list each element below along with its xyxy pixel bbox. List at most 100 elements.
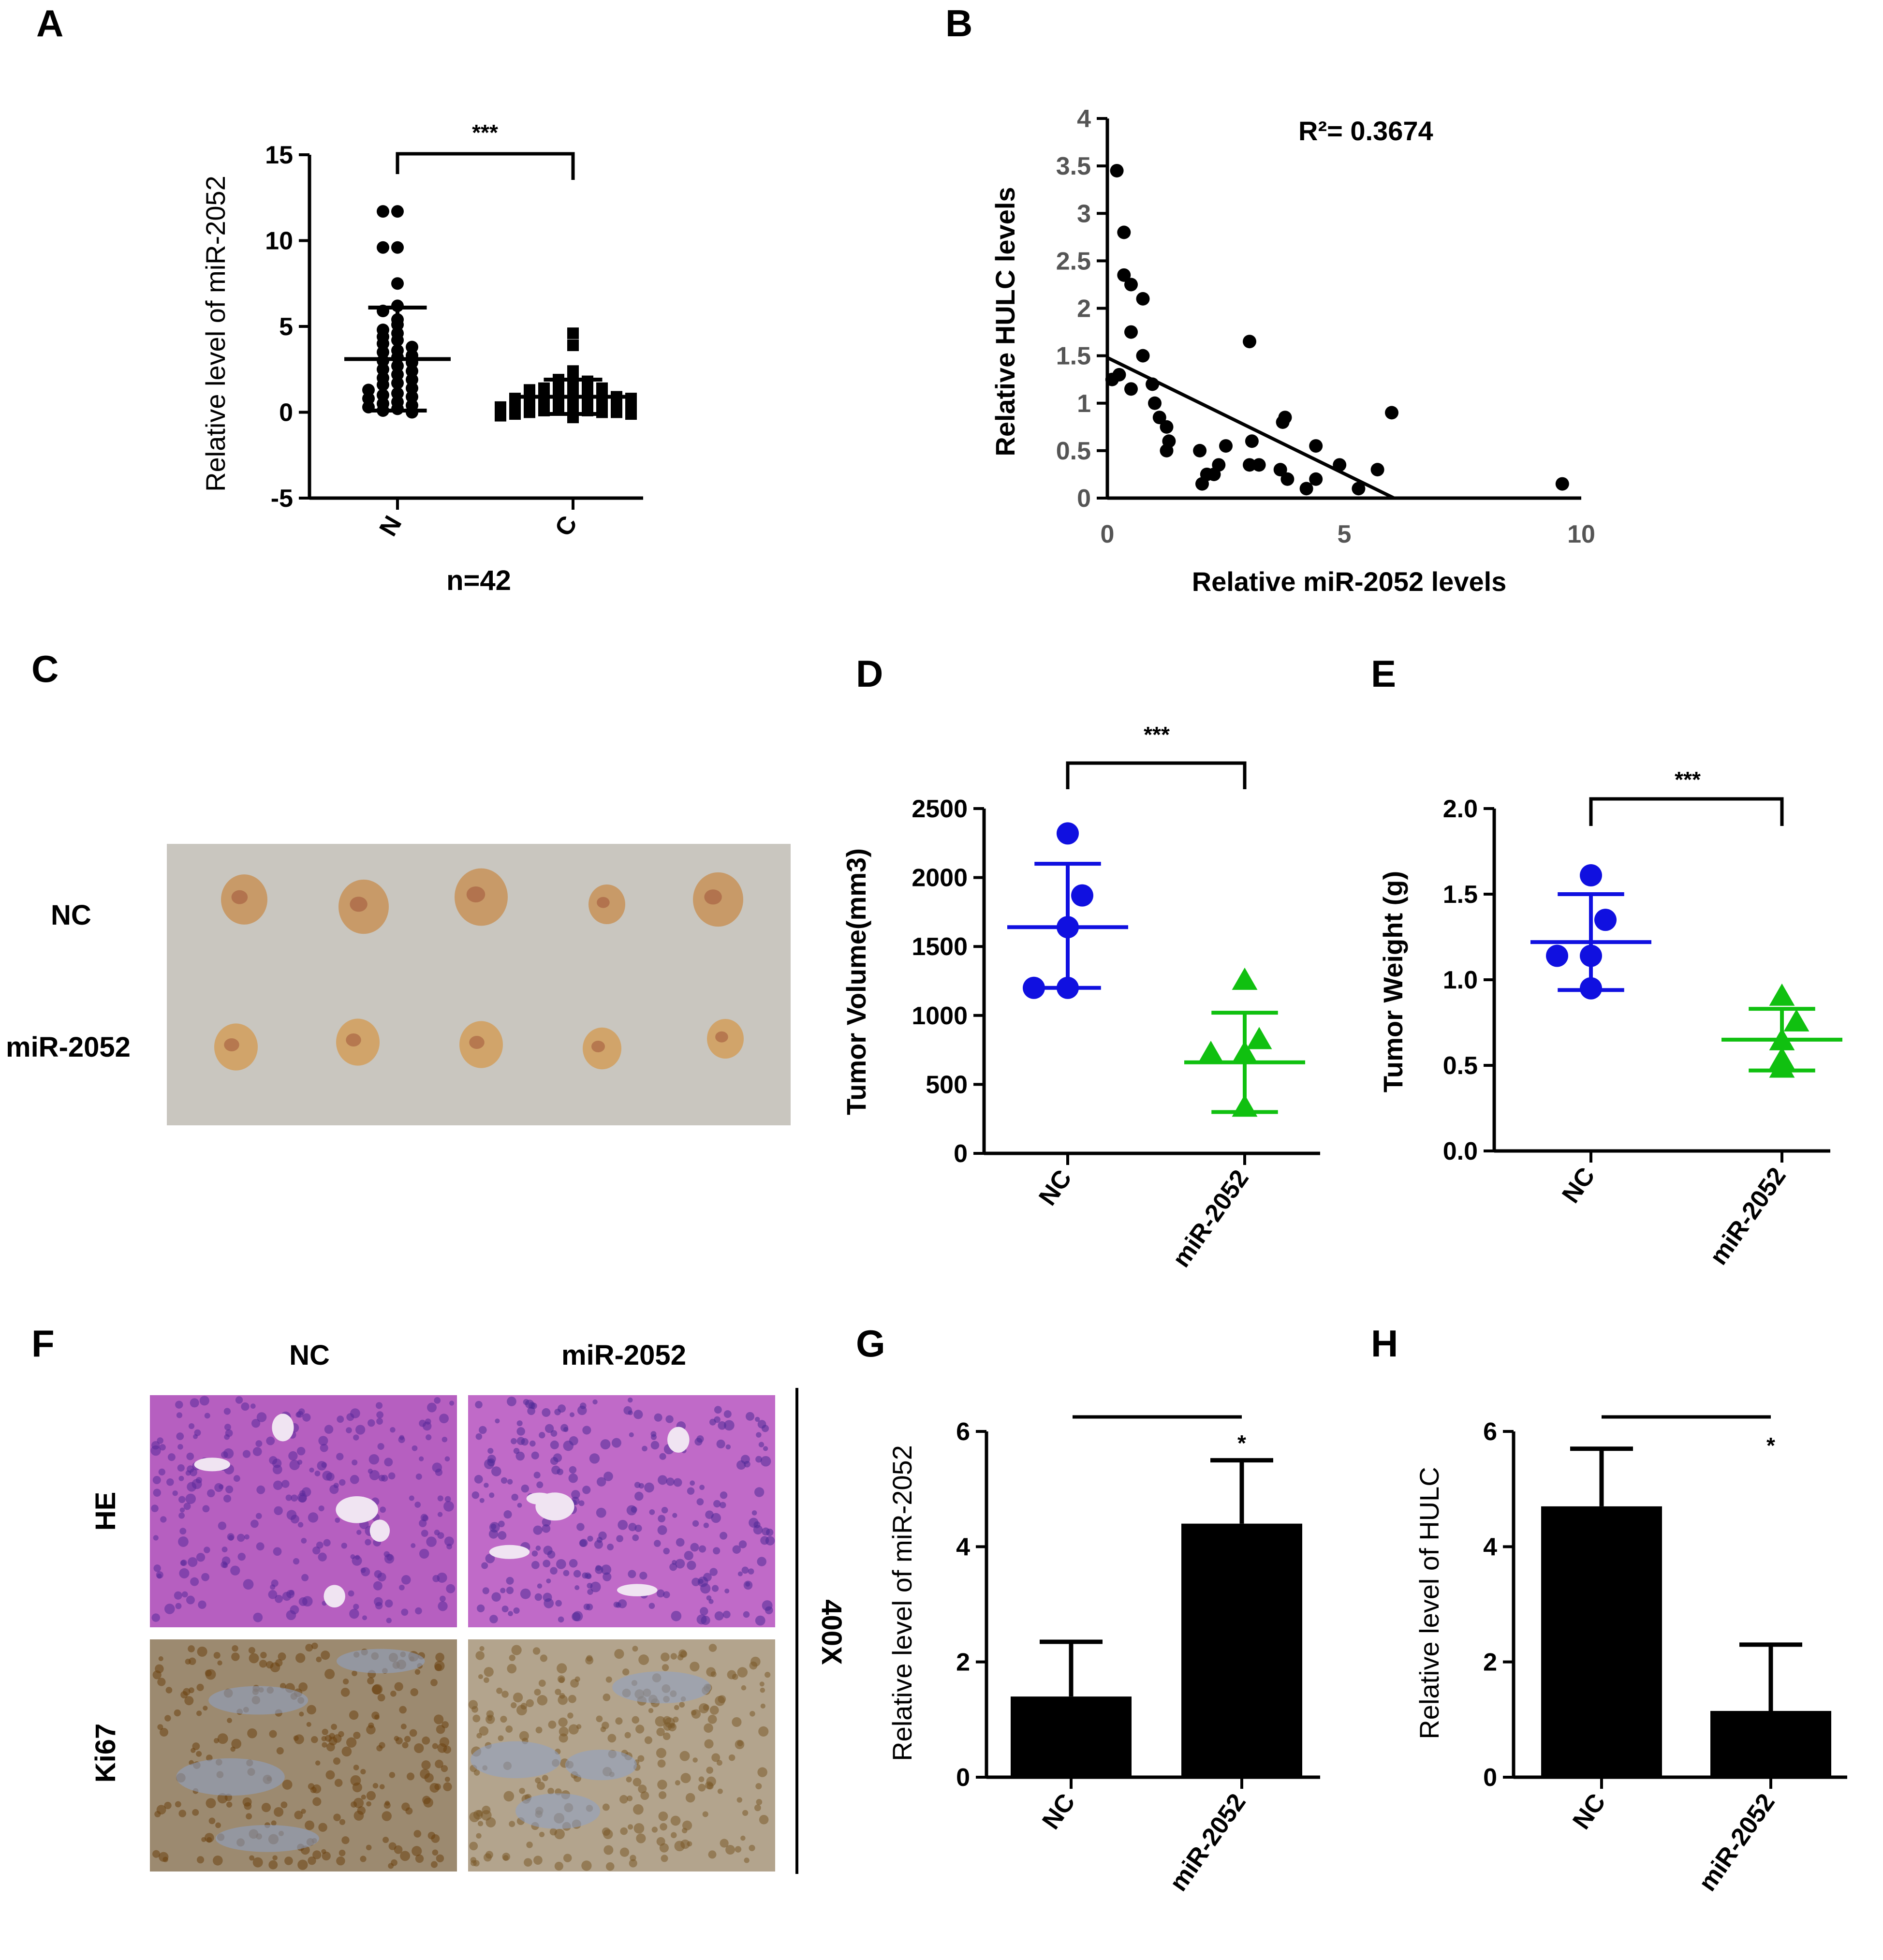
- he-nc-image-cell: [432, 1462, 442, 1473]
- panel-a-point-n: [391, 334, 404, 347]
- ki67-nc-image-cell: [203, 1706, 208, 1711]
- ki67-mir-image-cell: [539, 1831, 545, 1838]
- ki67-nc-image-cell: [191, 1748, 196, 1753]
- he-mir-image-cell: [659, 1453, 666, 1460]
- panel-b-point: [1243, 335, 1256, 349]
- ki67-nc-image-cell: [298, 1682, 308, 1692]
- panel-e-x-tick-label: NC: [1557, 1163, 1601, 1208]
- he-nc-image-cell: [221, 1451, 228, 1459]
- ki67-nc-image-cell: [371, 1684, 382, 1695]
- ki67-mir-image-cell: [660, 1823, 667, 1831]
- ki67-mir-image-cell: [570, 1679, 579, 1688]
- ki67-nc-image-cell: [307, 1705, 316, 1715]
- he-nc-image-cell: [199, 1396, 209, 1406]
- he-mir-image-cell: [596, 1477, 606, 1487]
- panel-label-e: E: [1371, 652, 1396, 695]
- panel-d-point: [1057, 976, 1079, 999]
- he-nc-image-cell: [321, 1462, 327, 1468]
- ki67-mir-image-cell: [698, 1776, 705, 1783]
- he-mir-image-cell: [634, 1482, 641, 1488]
- he-mir-image-cell: [687, 1561, 696, 1570]
- he-nc-image-cell: [301, 1487, 311, 1497]
- he-nc-image-cell: [255, 1440, 263, 1447]
- ki67-nc-image-cell: [252, 1857, 263, 1868]
- panel-b-x-tick-label: 5: [1338, 520, 1352, 548]
- he-mir-image-cell: [479, 1426, 487, 1434]
- he-mir-image-cell: [573, 1570, 581, 1578]
- panel-d-y-label: Tumor Volume(mm3): [841, 848, 871, 1115]
- panel-a-point-c: [495, 410, 506, 422]
- he-nc-image-cell: [272, 1464, 282, 1474]
- ki67-nc-image-cell: [294, 1811, 303, 1820]
- he-mir-image-cell: [539, 1432, 545, 1439]
- ki67-mir-image-cell: [657, 1759, 666, 1768]
- he-nc-image-cell: [443, 1501, 454, 1512]
- he-nc-image-cell: [201, 1573, 210, 1581]
- he-nc-image-cell: [312, 1546, 321, 1555]
- he-mir-image-cell: [755, 1416, 760, 1422]
- he-mir-image-cell: [725, 1444, 731, 1450]
- ki67-mir-image-cell: [538, 1680, 546, 1687]
- ki67-nc-image-cell: [246, 1813, 252, 1820]
- ki67-mir-image-cell: [633, 1804, 644, 1815]
- ki67-nc-image-cell: [155, 1664, 164, 1674]
- ki67-mir-image-cell: [602, 1827, 611, 1836]
- ki67-nc-image-cell: [259, 1660, 267, 1668]
- he-nc-image-cell: [159, 1444, 166, 1451]
- ki67-nc-image-cell: [360, 1768, 366, 1775]
- he-mir-image-cell: [550, 1440, 559, 1449]
- he-nc-image: [150, 1395, 457, 1627]
- ki67-nc-image-cell: [353, 1765, 359, 1770]
- ki67-mir-image-cell: [627, 1795, 633, 1801]
- he-nc-image-cell: [153, 1488, 162, 1497]
- he-mir-image-cell: [755, 1615, 765, 1626]
- he-nc-image-cell: [320, 1444, 328, 1452]
- ki67-mir-image-cell: [754, 1804, 761, 1812]
- he-nc-image-cell: [399, 1585, 405, 1591]
- panel-a-point-c: [538, 404, 550, 416]
- he-mir-image-cell: [484, 1483, 489, 1488]
- he-nc-image-cell: [368, 1469, 373, 1474]
- tumor-sample-shade: [597, 897, 610, 908]
- he-nc-image-cell: [419, 1548, 429, 1559]
- he-mir-image-cell: [673, 1478, 682, 1487]
- ki67-nc-image-cell: [162, 1857, 168, 1862]
- ki67-nc-image-cell: [413, 1830, 422, 1838]
- he-mir-image-cell: [533, 1525, 543, 1535]
- ki67-mir-image-cell: [687, 1841, 692, 1847]
- he-nc-image-cell: [373, 1581, 382, 1591]
- panel-b-y-tick-label: 4: [1077, 105, 1091, 133]
- he-mir-image-cell: [720, 1532, 728, 1540]
- he-nc-image-cell: [301, 1574, 309, 1581]
- he-mir-image-cell: [723, 1410, 732, 1418]
- ki67-nc-image-cell: [343, 1678, 349, 1685]
- he-nc-image-cell: [409, 1495, 414, 1501]
- ki67-nc-image-cell: [227, 1718, 232, 1724]
- panel-h-sig: *: [1766, 1433, 1775, 1458]
- panel-d-y-tick-label: 500: [926, 1071, 968, 1099]
- he-mir-image-cell: [576, 1523, 585, 1531]
- he-nc-image-cell: [438, 1601, 448, 1611]
- panel-b-point: [1245, 434, 1259, 448]
- tumor-sample-shade: [231, 890, 248, 904]
- he-mir-image-cell: [544, 1424, 554, 1433]
- panel-b-y-tick-label: 3.5: [1056, 152, 1091, 180]
- ki67-nc-image-cell: [424, 1773, 434, 1783]
- he-nc-image-cell: [150, 1445, 161, 1456]
- ki67-nc-image-cell: [351, 1801, 357, 1808]
- he-nc-image-cell: [183, 1503, 191, 1510]
- he-mir-image-cell: [589, 1453, 600, 1464]
- panel-d-x-tick-label: miR-2052: [1167, 1165, 1254, 1273]
- ki67-mir-image-cell: [567, 1712, 574, 1719]
- panel-g-y-label: Relative level of miR-2052: [887, 1445, 917, 1761]
- ki67-mir-image-cell: [710, 1671, 717, 1678]
- ki67-mir-image-cell: [568, 1724, 579, 1735]
- he-nc-image-cell: [273, 1480, 283, 1490]
- ki67-nc-image-cell: [324, 1669, 335, 1680]
- ki67-nc-image-cell: [371, 1711, 380, 1720]
- ki67-nc-image-cell: [247, 1728, 257, 1739]
- panel-e-point: [1594, 909, 1617, 931]
- he-nc-image-cell: [233, 1475, 240, 1482]
- panel-a-point-n: [391, 241, 404, 254]
- ki67-nc-image-cell: [341, 1836, 350, 1844]
